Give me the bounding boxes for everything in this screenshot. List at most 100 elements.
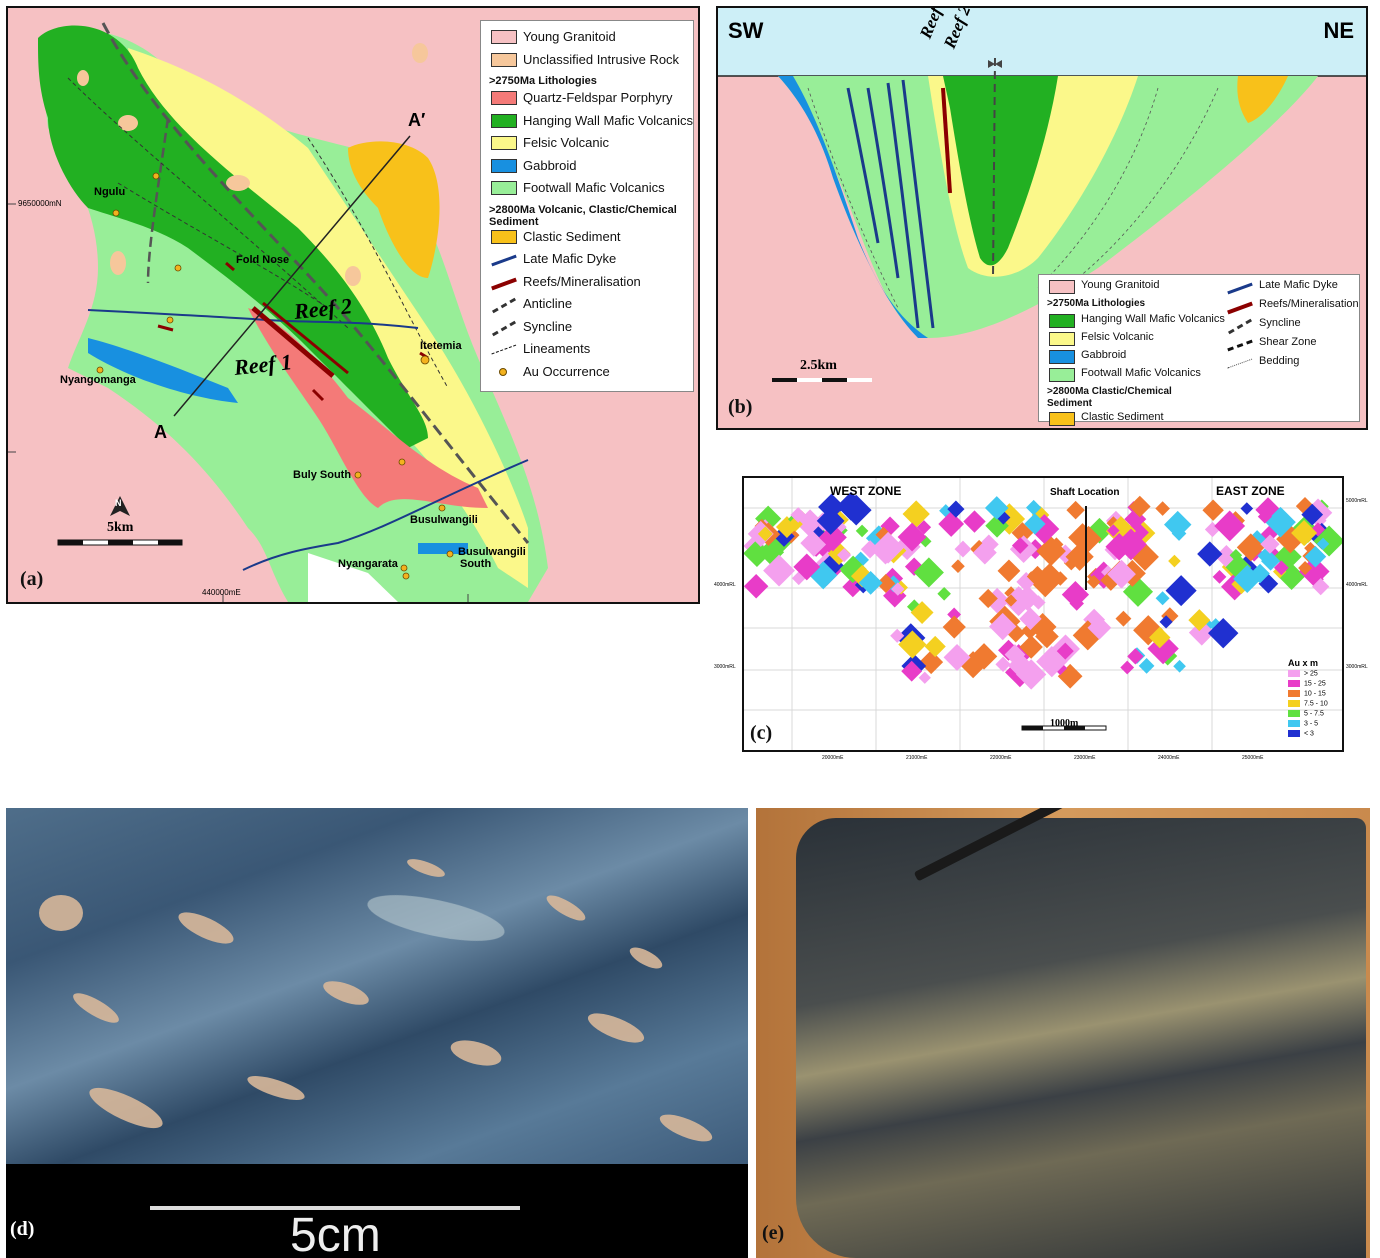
legend-a-label-9: Clastic Sediment (523, 228, 621, 244)
contour-cell (951, 559, 965, 574)
contour-cell (1086, 574, 1101, 589)
contour-cell (836, 491, 866, 521)
au-contour-blobs (744, 491, 1342, 690)
legend-b-l-heading-6: >2800Ma Clastic/Chemical Sediment (1047, 386, 1172, 409)
shaft-location-label: Shaft Location (1050, 487, 1120, 498)
panel-c-label: (c) (750, 722, 773, 744)
reef-trace (251, 306, 335, 378)
panel-b-cross-section: SW NE Reef 1 Reef 2 2.5km (b) Young Gran… (716, 6, 1368, 430)
legend-b-r-label-3: Shear Zone (1259, 336, 1317, 348)
contour-cell (1029, 514, 1060, 544)
panel-b-label: (b) (728, 396, 753, 418)
y-ticks-left: 4000mRL 3000mRL (714, 498, 742, 678)
contour-cell (1197, 541, 1223, 567)
place-ngulu: Ngulu (94, 186, 126, 198)
legend-a-swatch-7 (491, 181, 517, 195)
place-busulwangili-south: Busulwangili South (458, 546, 526, 570)
legend-a-item-14: Lineaments (481, 339, 693, 359)
contour-cell (1026, 565, 1049, 588)
legend-b-r-item-4: Bedding (1217, 353, 1361, 373)
legend-b-l-item-3: Felsic Volcanic (1039, 329, 1219, 349)
contour-cell (793, 553, 821, 581)
contour-cell (744, 574, 769, 599)
legend-b-l-label-2: Hanging Wall Mafic Volcanics (1081, 313, 1225, 325)
au-legend-item-6: < 3 (1288, 730, 1342, 740)
legend-b-l-swatch-5 (1049, 368, 1075, 382)
contour-cell (978, 588, 998, 609)
reef-section (941, 87, 952, 194)
contour-cell (1273, 560, 1289, 576)
contour-cell (918, 671, 931, 684)
legend-a-label-7: Footwall Mafic Volcanics (523, 180, 665, 195)
y-ticks-right: 5000mRL 4000mRL 3000mRL (1346, 498, 1380, 678)
unmapped-area (308, 553, 398, 602)
legend-b-r-item-0: Late Mafic Dyke (1217, 277, 1361, 297)
y-tick-right-0: 5000mRL (1346, 498, 1368, 504)
easting-label: 440000mE (202, 588, 241, 597)
legend-b-l-item-2: Hanging Wall Mafic Volcanics (1039, 311, 1225, 331)
panel-c-long-section: WEST ZONE EAST ZONE Shaft Location 1000m… (742, 476, 1344, 752)
section-legend: Young Granitoid >2750Ma Lithologies Hangin… (1038, 274, 1361, 426)
legend-b-l-label-7: Clastic Sediment (1081, 411, 1164, 423)
au-legend-item-2: 10 - 15 (1288, 690, 1342, 700)
contour-cell (1163, 510, 1192, 539)
legend-b-l-heading-1: >2750Ma Lithologies (1047, 298, 1146, 309)
contour-cell (984, 496, 1009, 520)
contour-cell (1278, 563, 1306, 591)
legend-a-swatch-3 (491, 91, 517, 105)
contour-cell (1061, 581, 1090, 609)
au-legend-label-0: > 25 (1304, 670, 1318, 678)
legend-a-item-13: Syncline (481, 317, 693, 337)
legend-b-l-label-0: Young Granitoid (1081, 279, 1160, 291)
scale-label-a: 5km (107, 520, 134, 535)
legend-b-r-label-0: Late Mafic Dyke (1259, 279, 1338, 291)
contour-cell (1212, 570, 1227, 584)
legend-a-label-12: Anticline (523, 296, 573, 311)
core-photo (6, 808, 748, 1164)
panel-d-core-photo: 5cm (d) (6, 808, 748, 1258)
y-tick-right-1: 4000mRL (1346, 582, 1368, 588)
contour-cell (1011, 522, 1034, 544)
contour-cell (970, 643, 998, 670)
scale-bar-a (57, 539, 183, 546)
gabbroid-area (88, 338, 238, 403)
contour-cell (1301, 503, 1324, 526)
contour-cell (1261, 551, 1281, 571)
contour-cell (1115, 610, 1132, 627)
contour-cell (919, 650, 944, 675)
contour-cell (744, 539, 771, 568)
place-nyangarata: Nyangarata (338, 558, 398, 570)
hanging-wall-mafic-area (38, 25, 428, 448)
long-section-svg (744, 478, 1342, 750)
au-legend-swatch-1 (1288, 680, 1300, 687)
contour-cell (1155, 591, 1170, 606)
legend-a-label-5: Felsic Volcanic (523, 135, 609, 150)
legend-b-l-item-7: Clastic Sediment (1039, 409, 1219, 428)
contour-cell (1019, 607, 1042, 631)
au-occurrences (96, 172, 454, 580)
legend-a-swatch-4 (491, 113, 517, 128)
legend-b-r-item-3: Shear Zone (1217, 334, 1361, 354)
place-fold-nose: Fold Nose (236, 254, 290, 266)
legend-b-l-label-3: Felsic Volcanic (1081, 331, 1154, 343)
contour-cell (855, 524, 869, 538)
contour-cell (1106, 516, 1121, 530)
legend-b-l-swatch-7 (1049, 412, 1075, 426)
contour-cell (997, 559, 1021, 583)
contour-cell (1138, 658, 1155, 674)
legend-a-swatch-12 (491, 297, 517, 314)
legend-a-heading-8: >2800Ma Volcanic, Clastic/Chemical Sedim… (489, 203, 677, 228)
au-legend-swatch-3 (1288, 700, 1300, 707)
au-legend-item-4: 5 - 7.5 (1288, 710, 1342, 720)
legend-a-swatch-13 (491, 320, 517, 336)
contour-cell (1024, 513, 1046, 535)
au-legend-swatch-4 (1288, 710, 1300, 717)
contour-cell (1202, 499, 1224, 521)
x-tick-0: 20000mE (822, 755, 844, 761)
legend-b-r-label-2: Syncline (1259, 317, 1301, 329)
contour-cell (1066, 500, 1085, 520)
au-legend-swatch-6 (1288, 730, 1300, 737)
scale-label-d: 5cm (290, 1209, 381, 1258)
contour-cell (891, 582, 905, 596)
contour-cell (1273, 542, 1302, 571)
